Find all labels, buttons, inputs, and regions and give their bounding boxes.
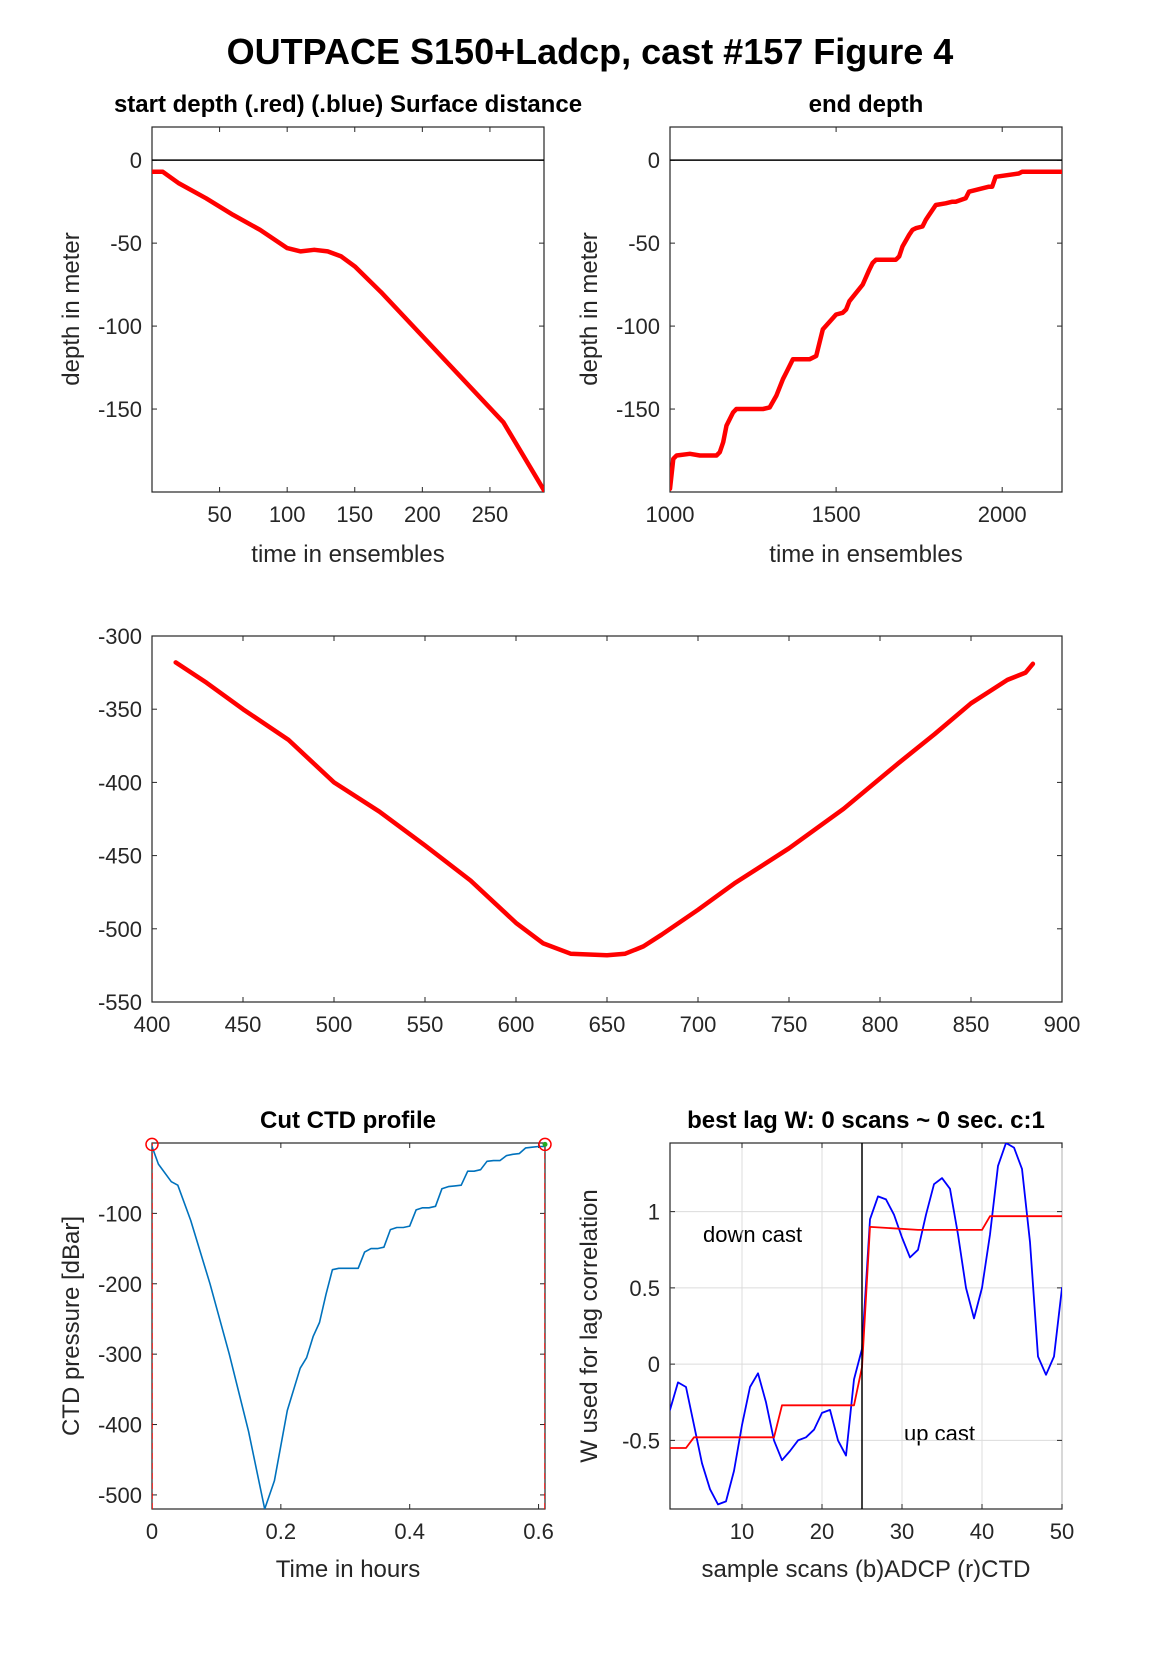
- cut-point-marker: [145, 1137, 159, 1152]
- y-tick-label: -500: [98, 1483, 142, 1508]
- axes-end-depth: [669, 126, 1063, 493]
- title-best-lag: best lag W: 0 scans ~ 0 sec. c:1: [687, 1107, 1045, 1134]
- x-tick-label: 50: [207, 502, 231, 527]
- x-tick-label: 40: [970, 1519, 994, 1544]
- y-tick-label: -50: [628, 231, 660, 256]
- y-tick-label: -300: [98, 624, 142, 649]
- x-tick-label: 20: [810, 1519, 834, 1544]
- xlabel-best-lag: sample scans (b)ADCP (r)CTD: [702, 1556, 1031, 1583]
- x-tick-label: 0.4: [394, 1519, 425, 1544]
- figure-title: OUTPACE S150+Ladcp, cast #157 Figure 4: [227, 31, 954, 72]
- annotation-down-cast: down cast: [703, 1222, 802, 1247]
- x-tick-label: 0.2: [266, 1519, 297, 1544]
- ylabel-cut-ctd: CTD pressure [dBar]: [58, 1216, 85, 1436]
- x-tick-label: 0: [146, 1519, 158, 1544]
- y-tick-label: -400: [98, 770, 142, 795]
- ylabel-start-depth: depth in meter: [58, 232, 85, 385]
- y-tick-label: -500: [98, 917, 142, 942]
- y-tick-label: -450: [98, 844, 142, 869]
- x-tick-label: 0.6: [523, 1519, 554, 1544]
- y-tick-label: 0: [648, 148, 660, 173]
- x-tick-label: 750: [771, 1012, 808, 1037]
- cut-point-marker: [538, 1137, 552, 1152]
- y-tick-label: 0.5: [629, 1276, 660, 1301]
- x-tick-label: 150: [336, 502, 373, 527]
- panel-end-depth: end depth time in ensembles depth in met…: [576, 91, 1063, 568]
- end-point-dot: [542, 1141, 548, 1147]
- y-tick-label: -100: [616, 314, 660, 339]
- y-tick-label: -350: [98, 697, 142, 722]
- x-tick-label: 550: [407, 1012, 444, 1037]
- y-tick-label: -150: [616, 397, 660, 422]
- series-line-1: [152, 169, 544, 492]
- series-line-2: [670, 1215, 1062, 1449]
- x-tick-label: 900: [1044, 1012, 1081, 1037]
- x-tick-label: 450: [225, 1012, 262, 1037]
- x-tick-label: 200: [404, 502, 441, 527]
- title-start-depth: start depth (.red) (.blue) Surface dista…: [114, 91, 582, 118]
- axes-start-depth: [151, 126, 545, 493]
- panel-start-depth: start depth (.red) (.blue) Surface dista…: [58, 91, 582, 568]
- x-tick-label: 400: [134, 1012, 171, 1037]
- panel-cut-ctd: Cut CTD profile Time in hours CTD pressu…: [58, 1107, 554, 1583]
- y-tick-label: -150: [98, 397, 142, 422]
- y-tick-label: 1: [648, 1200, 660, 1225]
- x-tick-label: 700: [680, 1012, 717, 1037]
- y-tick-label: -100: [98, 314, 142, 339]
- x-tick-label: 850: [953, 1012, 990, 1037]
- y-tick-label: -50: [110, 231, 142, 256]
- plot-area: [670, 1143, 1062, 1506]
- panel-best-lag: best lag W: 0 scans ~ 0 sec. c:1 sample …: [576, 1107, 1074, 1583]
- panel-middle: 400 450 500 550 600 650 700 750 800 850 900 -300 -35…: [98, 624, 1080, 1037]
- axes-middle: [151, 635, 1063, 1003]
- annotation-up-cast: up cast: [904, 1421, 975, 1446]
- ylabel-best-lag: W used for lag correlation: [576, 1189, 603, 1462]
- plot-area: [173, 660, 1036, 958]
- plot-area: [152, 159, 544, 492]
- x-tick-label: 1500: [812, 502, 861, 527]
- y-tick-label: 0: [130, 148, 142, 173]
- x-tick-label: 2000: [978, 502, 1027, 527]
- x-tick-label: 30: [890, 1519, 914, 1544]
- xlabel-start-depth: time in ensembles: [251, 541, 444, 568]
- x-tick-label: 100: [269, 502, 306, 527]
- series-line-1: [670, 169, 1062, 491]
- title-end-depth: end depth: [809, 91, 924, 118]
- series-line-1: [152, 1145, 545, 1509]
- x-tick-label: 650: [589, 1012, 626, 1037]
- axes-best-lag: [669, 1142, 1063, 1510]
- x-tick-label: 250: [472, 502, 509, 527]
- y-tick-label: -0.5: [622, 1428, 660, 1453]
- plot-area: [152, 1143, 545, 1509]
- x-tick-label: 800: [862, 1012, 899, 1037]
- axes-cut-ctd: [151, 1142, 546, 1510]
- y-tick-label: -200: [98, 1272, 142, 1297]
- x-tick-label: 50: [1050, 1519, 1074, 1544]
- plot-area: [670, 159, 1062, 491]
- x-tick-label: 600: [498, 1012, 535, 1037]
- ylabel-end-depth: depth in meter: [576, 232, 603, 385]
- title-cut-ctd: Cut CTD profile: [260, 1107, 436, 1134]
- xlabel-end-depth: time in ensembles: [769, 541, 962, 568]
- x-tick-label: 500: [316, 1012, 353, 1037]
- y-tick-label: -300: [98, 1342, 142, 1367]
- x-tick-label: 10: [730, 1519, 754, 1544]
- y-tick-label: -550: [98, 990, 142, 1015]
- y-tick-label: -400: [98, 1413, 142, 1438]
- y-tick-label: 0: [648, 1352, 660, 1377]
- series-line-1: [173, 660, 1036, 958]
- y-tick-label: -100: [98, 1201, 142, 1226]
- xlabel-cut-ctd: Time in hours: [276, 1556, 421, 1583]
- x-tick-label: 1000: [646, 502, 695, 527]
